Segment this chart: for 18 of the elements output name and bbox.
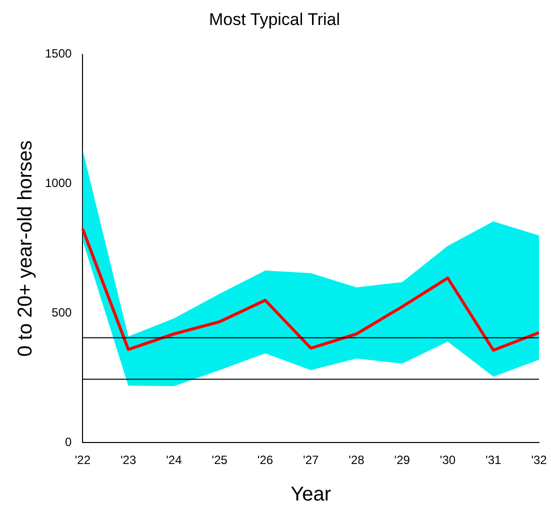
x-tick-label: '22 [74, 453, 91, 468]
y-tick-label: 500 [52, 306, 72, 320]
x-tick-label: '28 [348, 453, 365, 468]
x-tick-label: '30 [440, 453, 456, 468]
y-tick-label: 0 [65, 434, 72, 449]
y-tick-label: 1000 [44, 176, 72, 190]
y-axis-title: 0 to 20+ year-old horses [14, 140, 37, 357]
x-tick-label: '27 [303, 453, 319, 468]
x-axis-title: Year [290, 484, 332, 506]
x-tick-label: '23 [120, 453, 136, 468]
chart-title: Most Typical Trial [208, 10, 340, 29]
x-tick-label: '32 [531, 453, 548, 468]
y-tick-label: 1500 [44, 46, 72, 61]
x-tick-label: '25 [212, 453, 228, 468]
x-tick-label: '29 [394, 453, 410, 468]
x-tick-label: '31 [486, 453, 502, 468]
x-tick-label: '26 [257, 453, 274, 468]
x-tick-label: '24 [166, 453, 182, 468]
